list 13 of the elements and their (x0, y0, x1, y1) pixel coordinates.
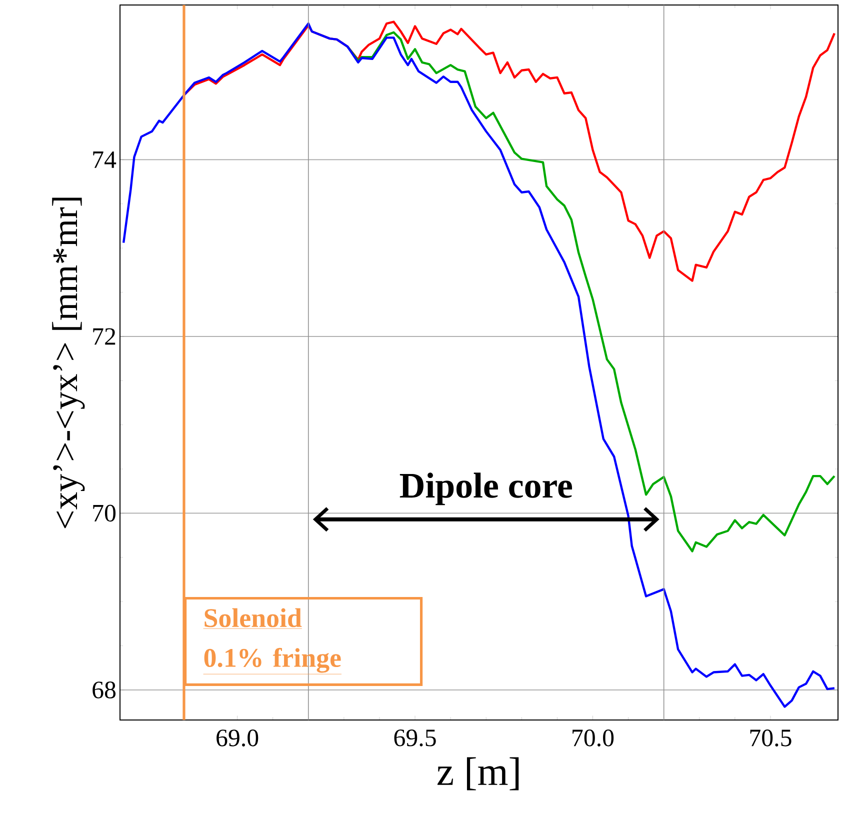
annotation: Solenoid (204, 608, 302, 628)
y-tick-label: 74 (93, 151, 116, 168)
y-tick-label: 70 (93, 504, 116, 522)
y-axis-title: <xy’>-<yx’> [mm*mr] (52, 198, 85, 528)
x-tick-label: 69.0 (216, 730, 258, 746)
x-axis-title: z [m] (437, 757, 519, 790)
y-tick-label: 68 (92, 682, 116, 698)
annotation: Dipole core (400, 472, 572, 506)
x-tick-label: 70.0 (572, 730, 614, 746)
line-series (122, 22, 836, 708)
x-tick-label: 70.5 (750, 730, 792, 746)
x-tick-label: 69.5 (394, 730, 436, 746)
y-tick-label: 72 (93, 328, 116, 345)
